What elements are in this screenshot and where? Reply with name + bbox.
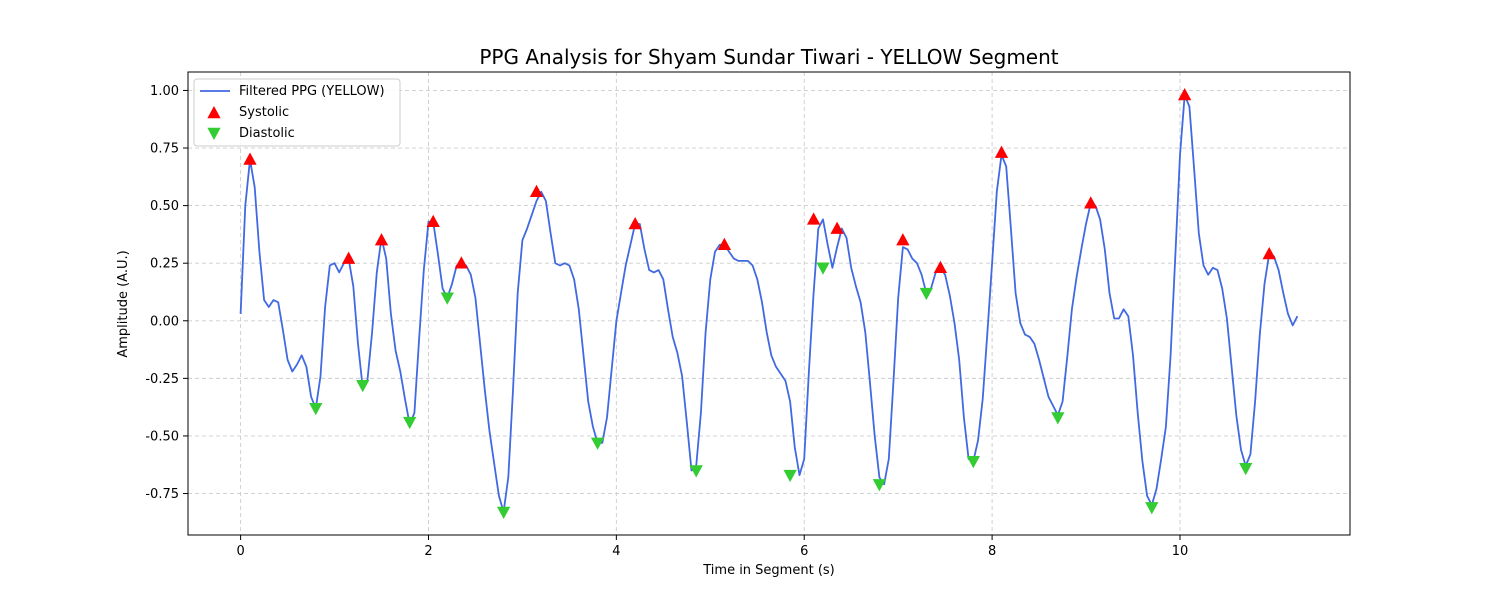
plot-content [239,88,1299,519]
diastolic-marker [590,437,605,450]
diastolic-marker [1239,462,1253,476]
legend: Filtered PPG (YELLOW) Systolic Diastolic [193,78,401,147]
systolic-marker [341,251,356,264]
systolic-marker [896,233,910,246]
legend-diastolic-swatch [207,127,221,140]
systolic-marker [243,152,257,165]
diastolic-marker [403,416,417,430]
y-axis-label: Amplitude (A.U.) [116,250,131,357]
diastolic-marker [1051,412,1065,425]
systolic-marker [628,217,642,230]
diastolic-marker [816,262,830,275]
systolic-marker [426,214,440,227]
chart-title: PPG Analysis for Shyam Sundar Tiwari - Y… [479,45,1058,69]
y-tick-label: -0.50 [145,429,179,444]
legend-box [193,78,401,147]
systolic-marker [994,145,1009,158]
systolic-marker [374,233,389,246]
diastolic-marker [872,479,887,492]
plot-frame [187,71,1351,536]
systolic-marker [717,237,732,251]
legend-systolic-swatch [207,106,221,119]
x-tick-label: 0 [236,544,244,559]
x-tick-label: 10 [1172,544,1189,559]
diastolic-marker [689,465,703,478]
diastolic-marker [783,469,797,483]
diastolic-marker [440,292,454,305]
diastolic-marker [966,456,980,469]
systolic-marker [933,260,948,274]
systolic-marker [1262,246,1276,260]
diastolic-marker [309,403,323,416]
y-tick-label: 0.75 [150,142,179,157]
diastolic-marker [496,506,511,519]
legend-diastolic-label: Diastolic [239,126,295,141]
systolic-marker [529,184,544,198]
systolic-marker [1178,88,1192,101]
diastolic-marker [356,380,370,393]
y-tick-label: -0.75 [145,487,179,502]
x-tick-label: 2 [424,544,432,559]
y-tick-label: 1.00 [150,84,179,99]
y-tick-label: 0.00 [150,314,179,329]
x-tick-label: 6 [800,544,808,559]
y-tick-label: 0.50 [150,199,179,214]
legend-filtered-label: Filtered PPG (YELLOW) [239,84,385,99]
diastolic-marker [919,287,933,301]
systolic-marker [454,256,469,269]
legend-systolic-label: Systolic [239,105,289,120]
y-tick-label: -0.25 [145,372,179,387]
x-tick-label: 8 [988,544,996,559]
diastolic-marker [1145,502,1159,515]
x-axis-ticks: 0 2 4 6 8 10 [236,535,1188,559]
x-axis-label: Time in Segment (s) [702,563,834,578]
y-tick-label: 0.25 [150,257,179,272]
x-tick-label: 4 [612,544,620,559]
y-axis-ticks: -0.75 -0.50 -0.25 0.00 0.25 0.50 0.75 1.00 [145,84,188,502]
systolic-marker [1084,196,1098,209]
systolic-marker [830,221,844,234]
ppg-signal-line [239,94,1299,513]
systolic-marker [806,212,821,225]
